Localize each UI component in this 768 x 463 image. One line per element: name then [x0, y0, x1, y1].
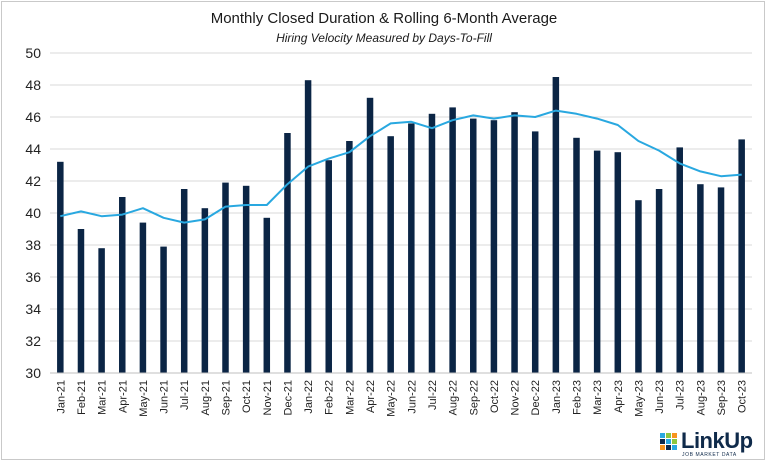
x-tick-label: Mar-21 — [97, 380, 109, 415]
x-tick-label: Aug-21 — [200, 380, 212, 415]
bar — [531, 131, 539, 373]
x-tick-label: Apr-23 — [613, 380, 625, 413]
bar — [511, 112, 518, 373]
y-tick-label: 32 — [25, 333, 41, 349]
bar — [57, 161, 64, 373]
bar — [222, 182, 229, 373]
bar — [263, 217, 271, 373]
x-tick-label: Oct-23 — [737, 380, 749, 413]
bar — [180, 189, 188, 373]
y-tick-label: 40 — [25, 205, 41, 221]
y-tick-label: 44 — [25, 141, 41, 157]
bar — [697, 184, 704, 373]
x-tick-label: Jul-21 — [179, 380, 191, 410]
bar — [201, 208, 209, 373]
x-tick-label: Jan-22 — [303, 380, 315, 414]
bar — [325, 160, 332, 373]
bar — [366, 97, 374, 374]
y-tick-label: 48 — [25, 77, 41, 93]
x-tick-label: Jul-23 — [675, 380, 687, 410]
bar — [676, 147, 683, 373]
y-tick-label: 30 — [25, 365, 41, 381]
x-tick-label: Sep-22 — [468, 380, 480, 415]
x-tick-label: Feb-23 — [572, 380, 584, 415]
bar — [119, 197, 126, 373]
bar — [77, 229, 85, 373]
x-tick-label: Aug-22 — [448, 380, 460, 415]
bar — [139, 222, 147, 373]
logo-tagline: JOB MARKET DATA — [682, 452, 737, 458]
chart-subtitle: Hiring Velocity Measured by Days-To-Fill — [276, 31, 492, 45]
bar — [717, 187, 725, 373]
x-tick-label: May-21 — [138, 380, 150, 417]
y-tick-label: 38 — [25, 237, 41, 253]
x-tick-label: Jan-23 — [551, 380, 563, 414]
x-tick-label: Nov-22 — [510, 380, 522, 415]
x-tick-label: Jun-21 — [159, 380, 171, 414]
bar — [614, 152, 622, 373]
x-tick-label: Jun-23 — [654, 380, 666, 414]
x-tick-label: Aug-23 — [695, 380, 707, 415]
bar — [635, 200, 642, 373]
bar — [573, 137, 580, 373]
bar — [655, 189, 663, 373]
chart-title: Monthly Closed Duration & Rolling 6-Mont… — [210, 10, 558, 27]
bar — [242, 185, 250, 373]
y-tick-label: 36 — [25, 269, 41, 285]
x-tick-label: Mar-22 — [344, 380, 356, 415]
bar — [552, 77, 560, 373]
x-tick-label: Feb-21 — [76, 380, 88, 415]
bar — [408, 123, 415, 374]
logo-text: LinkUp — [681, 428, 753, 453]
y-tick-label: 50 — [25, 45, 41, 61]
bar — [98, 248, 105, 373]
bar — [346, 141, 353, 373]
bar — [490, 120, 498, 373]
x-tick-label: Apr-21 — [117, 380, 129, 413]
x-tick-label: Dec-21 — [282, 380, 294, 415]
x-tick-label: Dec-22 — [530, 380, 542, 415]
x-tick-label: May-23 — [633, 380, 645, 417]
bar — [304, 80, 312, 373]
bar — [284, 133, 291, 373]
y-tick-label: 46 — [25, 109, 41, 125]
bar — [428, 113, 436, 374]
bar — [387, 136, 394, 373]
x-tick-label: Jan-21 — [55, 380, 67, 414]
x-tick-label: Jun-22 — [406, 380, 418, 414]
bar — [593, 150, 601, 373]
x-tick-label: Jul-22 — [427, 380, 439, 410]
bar — [470, 118, 477, 373]
x-tick-label: Oct-22 — [489, 380, 501, 413]
linkup-logo: LinkUp JOB MARKET DATA — [660, 428, 760, 459]
x-tick-label: Feb-22 — [324, 380, 336, 415]
bar — [160, 246, 167, 373]
bar — [449, 107, 456, 374]
y-tick-label: 42 — [25, 173, 41, 189]
x-tick-label: Oct-21 — [241, 380, 253, 413]
x-tick-label: Mar-23 — [592, 380, 604, 415]
logo-mark-icon — [660, 433, 677, 450]
y-tick-label: 34 — [25, 301, 41, 317]
x-tick-label: Apr-22 — [365, 380, 377, 413]
x-tick-label: May-22 — [386, 380, 398, 417]
x-tick-label: Sep-21 — [221, 380, 233, 415]
bar — [738, 139, 745, 373]
x-tick-label: Nov-21 — [262, 380, 274, 415]
x-tick-label: Sep-23 — [716, 380, 728, 415]
rolling-average-line — [60, 109, 742, 224]
